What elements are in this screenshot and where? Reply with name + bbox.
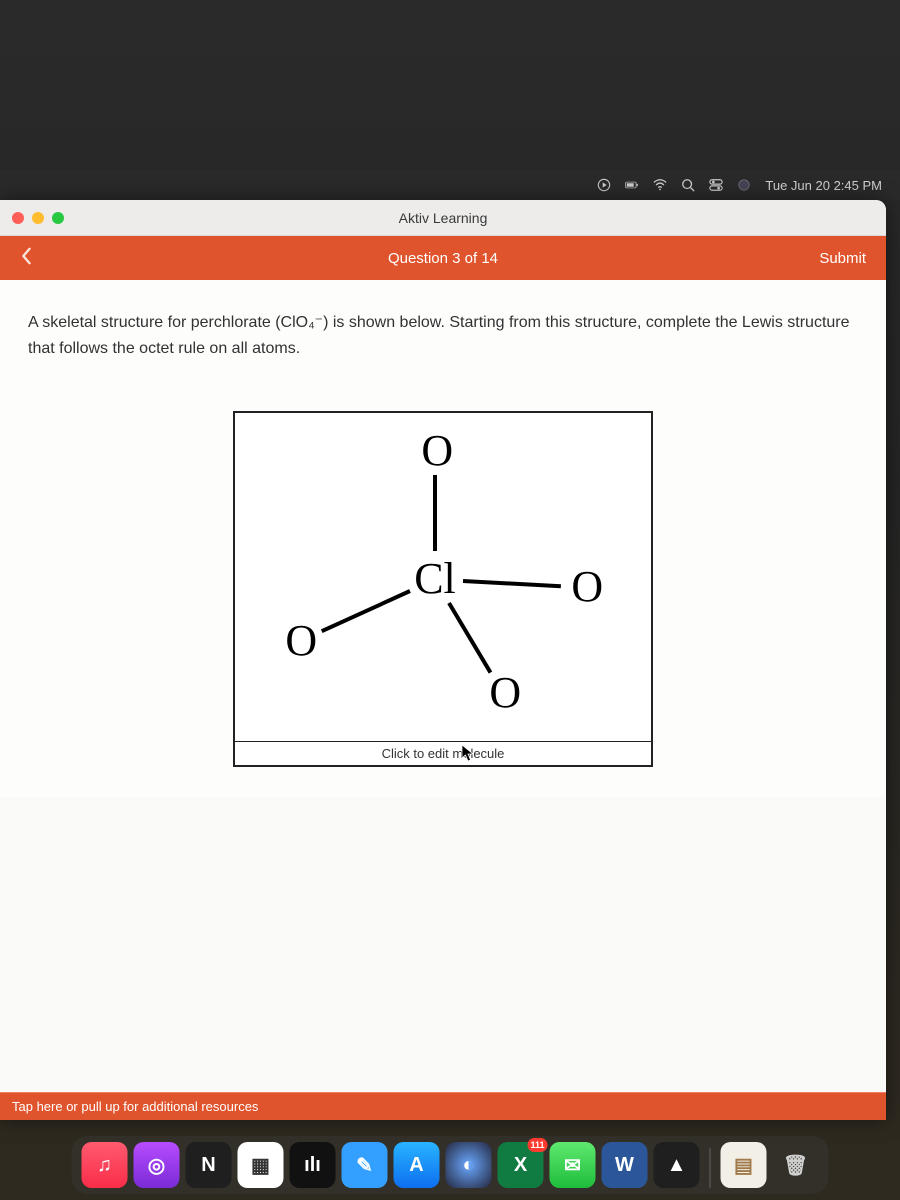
- atom-cl[interactable]: Cl: [408, 557, 463, 601]
- atom-o_right[interactable]: O: [571, 565, 598, 609]
- molecule-editor[interactable]: Cl O O O O: [233, 411, 653, 741]
- window-title: Aktiv Learning: [399, 210, 488, 226]
- dock-stocks[interactable]: ılı: [290, 1142, 336, 1188]
- dock-trash[interactable]: 🗑: [773, 1142, 819, 1188]
- dock-messages[interactable]: ✉: [550, 1142, 596, 1188]
- dock-appstore[interactable]: A: [394, 1142, 440, 1188]
- badge: 111: [527, 1138, 547, 1152]
- maximize-button[interactable]: [52, 212, 64, 224]
- dock-music[interactable]: ♫: [82, 1142, 128, 1188]
- siri-icon[interactable]: [737, 178, 751, 192]
- macos-dock: ♫◎N▦ılı✎A◐X111✉W▲ ▤🗑: [72, 1136, 829, 1194]
- control-center-icon[interactable]: [709, 178, 723, 192]
- caption-text: Click to edit molecule: [382, 746, 505, 761]
- prompt-text: A skeletal structure for perchlorate (Cl…: [28, 310, 858, 361]
- bond[interactable]: [448, 602, 493, 673]
- dock-word[interactable]: W: [602, 1142, 648, 1188]
- macos-menubar: Tue Jun 20 2:45 PM: [0, 170, 900, 200]
- submit-button[interactable]: Submit: [786, 250, 866, 267]
- dock-notes-n[interactable]: N: [186, 1142, 232, 1188]
- play-icon: [597, 178, 611, 192]
- window-controls: [12, 212, 64, 224]
- dock-excel[interactable]: X111: [498, 1142, 544, 1188]
- question-header: Question 3 of 14 Submit: [0, 236, 886, 280]
- wifi-icon: [653, 178, 667, 192]
- minimize-button[interactable]: [32, 212, 44, 224]
- atom-o_top[interactable]: O: [421, 429, 448, 473]
- window-titlebar[interactable]: Aktiv Learning: [0, 200, 886, 236]
- bond[interactable]: [463, 579, 561, 588]
- question-content: A skeletal structure for perchlorate (Cl…: [0, 280, 886, 797]
- question-counter: Question 3 of 14: [100, 250, 786, 267]
- dock-aktiv[interactable]: ▲: [654, 1142, 700, 1188]
- atom-o_left[interactable]: O: [285, 619, 312, 663]
- search-icon[interactable]: [681, 178, 695, 192]
- molecule-caption: Click to edit molecule: [233, 741, 653, 767]
- menubar-datetime[interactable]: Tue Jun 20 2:45 PM: [765, 178, 882, 193]
- resources-footer[interactable]: Tap here or pull up for additional resou…: [0, 1092, 886, 1120]
- dock-separator: [710, 1148, 711, 1188]
- cursor-icon: [461, 744, 475, 762]
- dock-podcasts[interactable]: ◎: [134, 1142, 180, 1188]
- bond[interactable]: [320, 589, 410, 633]
- close-button[interactable]: [12, 212, 24, 224]
- back-button[interactable]: [20, 247, 32, 269]
- app-window: Aktiv Learning Question 3 of 14 Submit A…: [0, 200, 886, 1120]
- footer-text: Tap here or pull up for additional resou…: [12, 1099, 258, 1114]
- battery-icon: [625, 178, 639, 192]
- dock-doc[interactable]: ▤: [721, 1142, 767, 1188]
- atom-o_bottom[interactable]: O: [489, 671, 516, 715]
- dock-siri[interactable]: ◐: [446, 1142, 492, 1188]
- bond[interactable]: [433, 475, 437, 551]
- dock-grid[interactable]: ▦: [238, 1142, 284, 1188]
- dock-draw[interactable]: ✎: [342, 1142, 388, 1188]
